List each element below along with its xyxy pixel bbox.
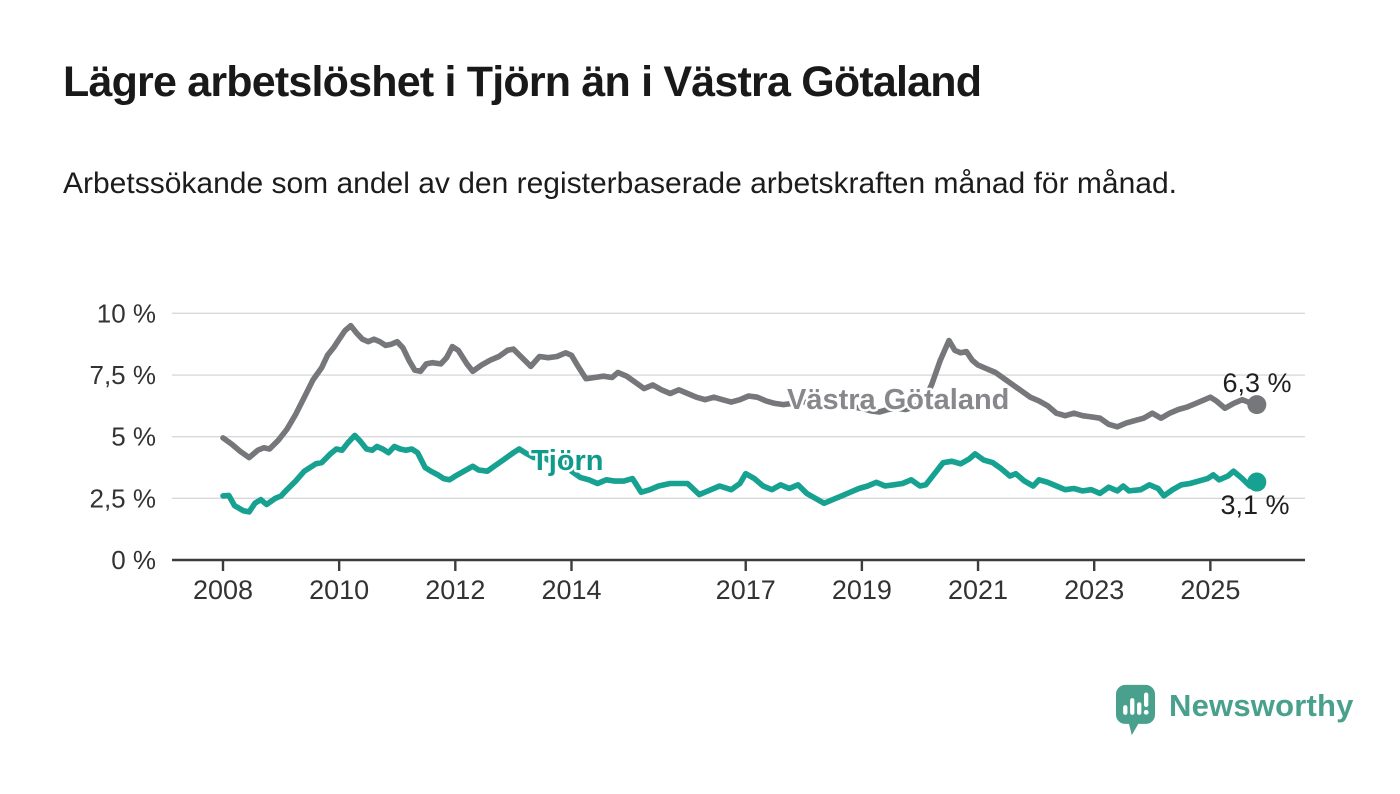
- series-inline-label-tj-rn: Tjörn: [531, 445, 604, 477]
- brand-name: Newsworthy: [1169, 688, 1354, 723]
- chart-subtitle: Arbetssökande som andel av den registerb…: [63, 167, 1177, 200]
- brand-footer: Newsworthy: [1115, 684, 1354, 736]
- series-line-tj-rn: [220, 432, 1260, 515]
- x-axis-tick-label: 2017: [716, 575, 776, 605]
- y-axis-tick-label: 10 %: [97, 298, 156, 328]
- x-axis-tick-label: 2021: [948, 575, 1008, 605]
- chart-title: Lägre arbetslöshet i Tjörn än i Västra G…: [63, 58, 982, 106]
- speech-bubble-shape: [1116, 684, 1155, 736]
- x-axis-tick-label: 2025: [1180, 575, 1240, 605]
- line-chart: 0 % 2,5 % 5 % 7,5 % 10 % 2008 2010 2012 2014 2017…: [90, 298, 1305, 605]
- x-axis-tick-label: 2010: [309, 575, 369, 605]
- y-axis-tick-label: 0 %: [111, 545, 156, 575]
- x-axis-tick-label: 2023: [1064, 575, 1124, 605]
- x-axis-tick-label: 2012: [425, 575, 485, 605]
- series-end-value-label-v-stra-g-taland: 6,3 %: [1222, 368, 1291, 398]
- y-axis-tick-label: 7,5 %: [90, 360, 157, 390]
- x-axis-tick-label: 2008: [193, 575, 253, 605]
- series-line-v-stra-g-taland: [220, 322, 1260, 461]
- y-axis-tick-label: 2,5 %: [90, 483, 157, 513]
- series-end-dot-tj-rn: [1247, 472, 1267, 492]
- x-axis-tick-label: 2014: [541, 575, 601, 605]
- series-end-value-label-tj-rn: 3,1 %: [1220, 490, 1289, 520]
- series-end-dot-v-stra-g-taland: [1247, 395, 1267, 415]
- x-axis-tick-label: 2019: [832, 575, 892, 605]
- newsworthy-logo-icon: [1116, 684, 1155, 736]
- series-inline-label-v-stra-g-taland: Västra Götaland: [787, 384, 1009, 416]
- exclamation-dot: [1143, 709, 1149, 715]
- y-axis-tick-label: 5 %: [111, 422, 156, 452]
- bar-chart-glyph: [1123, 692, 1149, 715]
